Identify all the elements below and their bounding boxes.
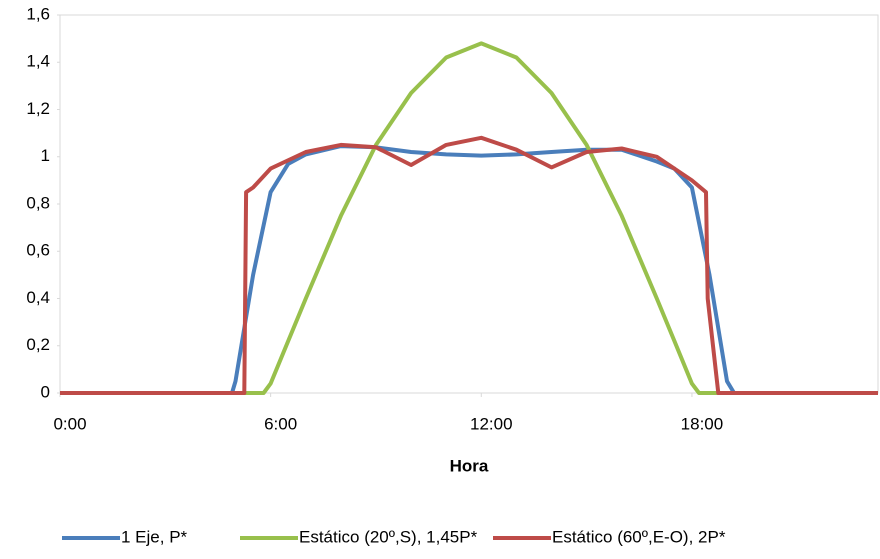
x-tick-label: 18:00 <box>681 414 724 433</box>
y-tick-label: 0 <box>41 382 50 401</box>
x-tick-label: 0:00 <box>53 414 86 433</box>
y-tick-label: 1,2 <box>26 99 50 118</box>
line-series <box>60 135 878 395</box>
y-tick-label: 0,8 <box>26 193 50 212</box>
y-tick-label: 0,6 <box>26 241 50 260</box>
line-series <box>60 41 878 395</box>
line-series <box>60 144 878 395</box>
y-tick-label: 1,6 <box>26 4 50 23</box>
legend-label: Estático (20º,S), 1,45P* <box>299 527 478 546</box>
legend-label: 1 Eje, P* <box>121 527 188 546</box>
plot-area <box>59 14 879 394</box>
y-tick-label: 0,2 <box>26 335 50 354</box>
x-axis-title: Hora <box>450 456 489 475</box>
legend-label: Estático (60º,E-O), 2P* <box>552 527 726 546</box>
y-tick-label: 1 <box>41 146 50 165</box>
x-tick-label: 6:00 <box>264 414 297 433</box>
x-tick-label: 12:00 <box>470 414 513 433</box>
y-tick-label: 0,4 <box>26 288 50 307</box>
y-tick-label: 1,4 <box>26 52 50 71</box>
